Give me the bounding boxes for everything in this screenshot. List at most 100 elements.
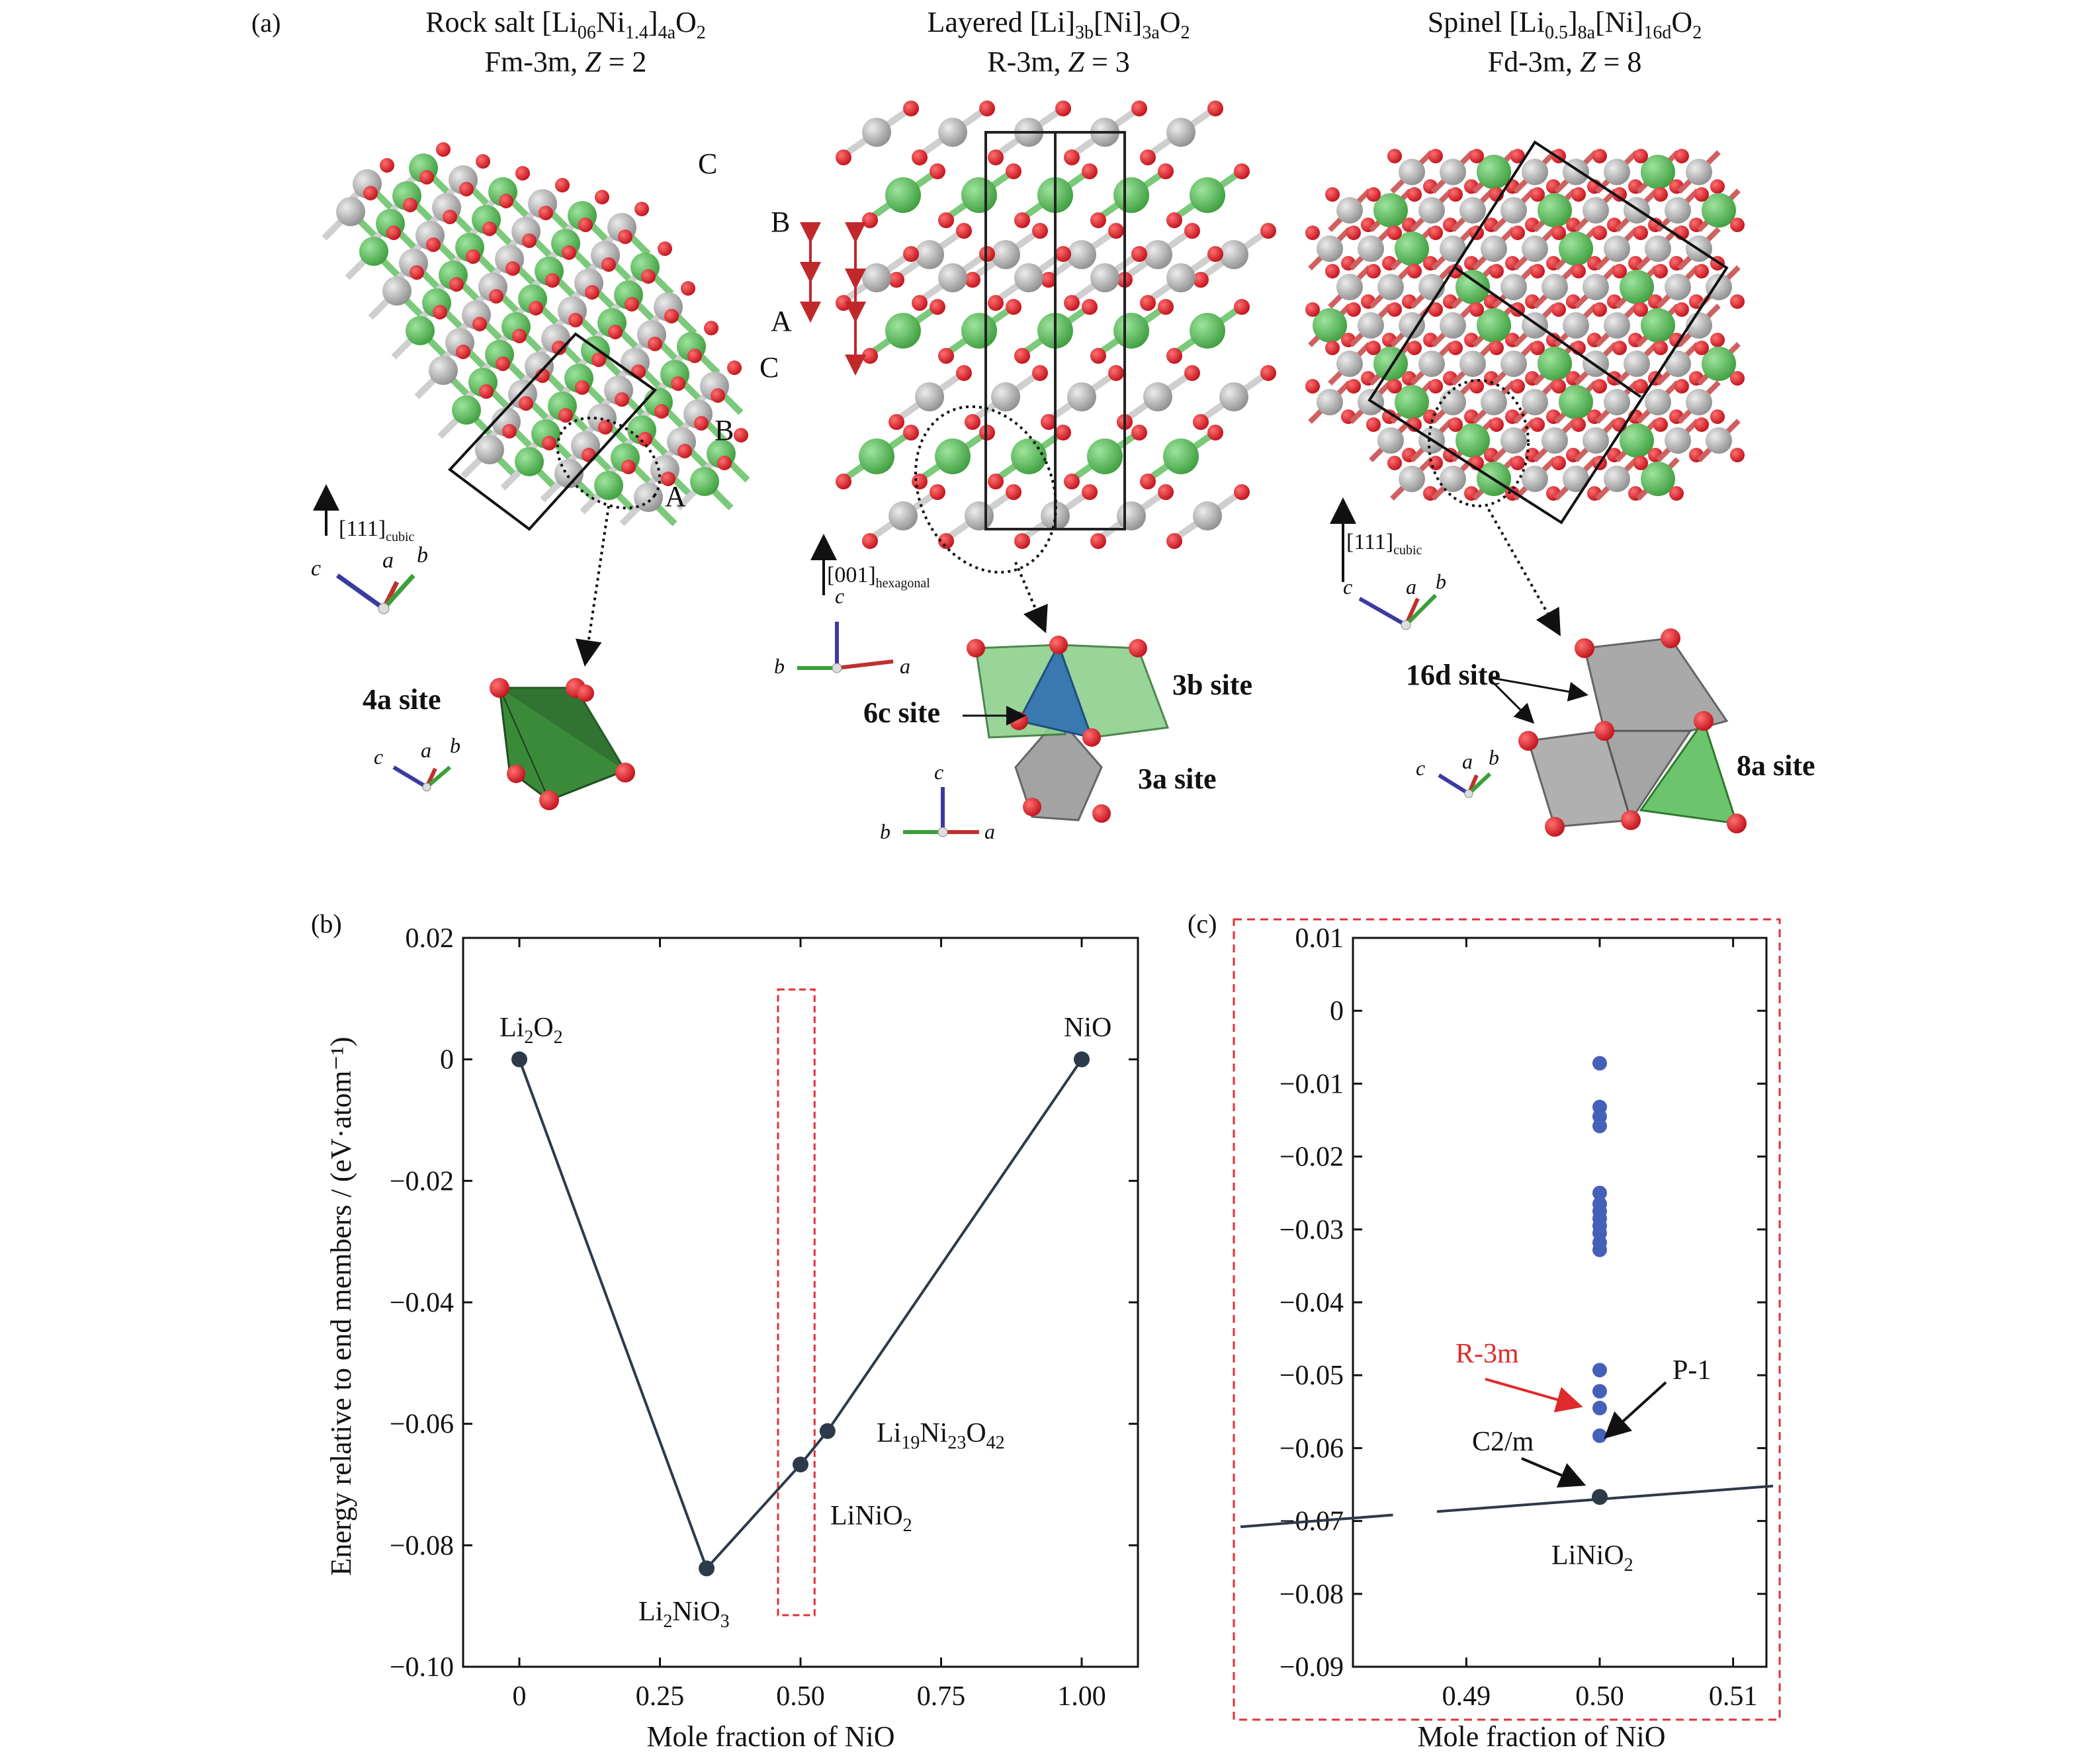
o-atom (1366, 341, 1381, 355)
o-atom (930, 484, 945, 500)
svg-text:R-3m, Z = 3: R-3m, Z = 3 (987, 46, 1130, 78)
o-atom (1108, 365, 1124, 381)
o-atom (912, 474, 928, 489)
o-atom (1571, 264, 1586, 278)
o-atom (1653, 341, 1668, 355)
o-atom (1346, 379, 1361, 394)
o-atom (1041, 272, 1057, 288)
o-atom (1055, 246, 1071, 262)
ni-atom (1418, 197, 1445, 224)
svg-text:a: a (1406, 575, 1416, 599)
r3m-arrow (1485, 1378, 1583, 1413)
o-atom (1669, 486, 1684, 501)
o-atom (979, 101, 995, 116)
annotation-p1: P-1 (1672, 1355, 1711, 1386)
o-atom (1694, 417, 1709, 432)
o-atom (1612, 341, 1627, 355)
svg-text:A: A (665, 480, 686, 513)
svg-text:[111]cubic: [111]cubic (339, 517, 415, 544)
o-atom (1158, 299, 1174, 315)
spinel-axis-triad: c a b (1343, 569, 1446, 630)
ni-atom (1377, 274, 1404, 300)
o-atom (1633, 149, 1648, 163)
4a-site-octahedron (490, 678, 635, 810)
o-atom (1489, 341, 1504, 355)
ni-atom (1399, 312, 1425, 339)
stacking-double-arrows (800, 222, 866, 376)
svg-text:C: C (698, 147, 717, 180)
o-atom (466, 249, 480, 264)
li-atom (1011, 439, 1047, 474)
o-atom (912, 149, 928, 165)
o-atom (1064, 295, 1080, 311)
o-atom (1448, 264, 1463, 278)
spinel-lattice (1305, 149, 1745, 501)
o-atom (1530, 417, 1545, 432)
svg-text:b: b (450, 734, 460, 757)
o-atom (363, 186, 378, 200)
o-atom (1055, 101, 1071, 116)
o-atom (1140, 474, 1156, 489)
o-atom (1469, 302, 1484, 317)
o-atom (1428, 302, 1443, 317)
chart-b-frame (462, 937, 1139, 1668)
o-atom (1694, 341, 1709, 355)
ni-atom (1166, 118, 1195, 147)
spinel-unit-cell (1368, 140, 1729, 525)
o-atom (938, 348, 954, 364)
o-atom (1428, 149, 1443, 163)
li-atom (1455, 270, 1490, 304)
o-atom (522, 233, 537, 248)
y-tick-label: −0.09 (1280, 1652, 1344, 1683)
o-atom (1510, 456, 1525, 470)
o-atom (654, 404, 669, 419)
li-atom (1620, 270, 1654, 304)
o-atom (1730, 448, 1745, 462)
o-atom (988, 149, 1004, 165)
o-atom (661, 472, 675, 486)
y-tick-label: 0.01 (1295, 923, 1344, 954)
ni-atom (991, 382, 1020, 411)
ni-atom (1481, 235, 1507, 262)
svg-text:b: b (1489, 745, 1499, 769)
16d-site-label: 16d site (1406, 659, 1500, 691)
o-atom (1428, 226, 1443, 240)
o-atom (1633, 302, 1648, 317)
o-atom (1166, 533, 1182, 549)
o-atom (638, 432, 652, 446)
ni-atom (1541, 274, 1568, 300)
o-atom (1305, 302, 1320, 317)
layered-title: Layered [Li]3b[Ni]3aO2 R-3m, Z = 3 (927, 6, 1190, 78)
ni-atom (1706, 427, 1732, 454)
spinel-site-arrow (1487, 509, 1561, 636)
label-nio: NiO (1064, 1013, 1111, 1043)
o-atom (664, 309, 679, 323)
ni-atom (1665, 351, 1691, 377)
li-atom (1641, 155, 1675, 189)
ni-atom (1604, 159, 1630, 185)
ni-atom (991, 240, 1020, 269)
ni-atom (1645, 389, 1671, 415)
o-atom (542, 436, 556, 450)
ni-atom (1583, 197, 1609, 224)
svg-text:B: B (771, 206, 790, 238)
o-atom (552, 341, 566, 355)
o-atom (912, 295, 928, 311)
o-atom (1530, 341, 1545, 355)
hull-point (511, 1051, 527, 1068)
o-atom (634, 202, 649, 216)
o-atom (734, 428, 748, 442)
o-atom (1592, 302, 1607, 317)
o-atom (595, 190, 609, 204)
o-atom (1131, 101, 1147, 116)
o-atom (988, 474, 1004, 489)
ni-atom (1583, 427, 1609, 454)
annotation-linio2-c: LiNiO2 (1551, 1540, 1633, 1575)
label-li19: Li19Ni23O42 (877, 1418, 1005, 1453)
ni-atom (1624, 351, 1650, 377)
svg-text:c: c (835, 584, 844, 608)
o-atom (539, 206, 553, 220)
o-atom (1730, 371, 1745, 386)
o-atom (433, 305, 447, 319)
li-atom (1455, 423, 1490, 458)
